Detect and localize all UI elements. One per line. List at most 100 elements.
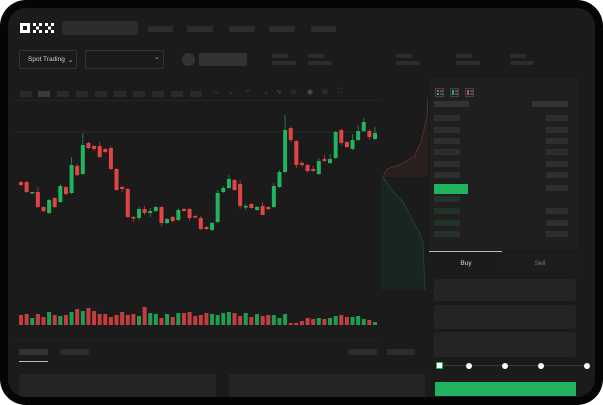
- candle-body: [367, 131, 372, 137]
- volume-bar: [350, 317, 355, 325]
- orderbook-price[interactable]: [434, 208, 460, 214]
- candle-body: [238, 184, 243, 206]
- candle-body: [137, 209, 141, 218]
- orderbook-price[interactable]: [434, 172, 460, 178]
- spot-trading-dropdown[interactable]: Spot Trading ⌄: [19, 50, 77, 69]
- candle-body: [271, 186, 276, 207]
- candle-body: [226, 179, 231, 188]
- orderbook-bids-icon[interactable]: [450, 88, 459, 97]
- depth-asks-line: [382, 97, 428, 178]
- candlestick-chart[interactable]: [8, 8, 388, 338]
- timeframe-button[interactable]: [114, 91, 126, 97]
- orders-panel-right: [229, 374, 425, 397]
- timeframe-button[interactable]: [76, 91, 88, 97]
- orderbook-price[interactable]: [434, 196, 460, 202]
- volume-bar: [187, 312, 192, 325]
- line-icon[interactable]: ∿: [276, 89, 282, 96]
- sell-tab[interactable]: Sell: [503, 252, 577, 274]
- candle-body: [75, 166, 80, 175]
- volume-bar: [232, 313, 237, 325]
- orderbook-amount: [546, 115, 568, 121]
- stat-value: [308, 61, 332, 65]
- slider-stop-50[interactable]: [502, 363, 508, 369]
- fullscreen-icon[interactable]: ⛶: [338, 88, 343, 95]
- orderbook-price[interactable]: [434, 220, 460, 226]
- volume-bar: [221, 313, 226, 325]
- settings-icon[interactable]: ⊙: [322, 89, 328, 96]
- nav-item[interactable]: [187, 26, 213, 32]
- candle-body: [58, 186, 63, 202]
- candle-body: [305, 165, 310, 171]
- slider-stop-100[interactable]: [584, 363, 590, 369]
- chevron-down-icon[interactable]: ⌄: [228, 89, 234, 96]
- tab-order-history[interactable]: [60, 349, 89, 355]
- coin-icon: [182, 53, 195, 66]
- volume-bar: [24, 314, 29, 325]
- candle-body: [294, 141, 299, 165]
- stat-label: [510, 54, 526, 58]
- filter-button[interactable]: [348, 349, 377, 355]
- indicator-icon[interactable]: 〰: [212, 90, 219, 97]
- orderbook-asks-icon[interactable]: [465, 88, 474, 97]
- timeframe-button[interactable]: [190, 91, 202, 97]
- timeframe-button[interactable]: [20, 91, 32, 97]
- orderbook-price[interactable]: [434, 127, 460, 133]
- volume-bar: [131, 314, 136, 325]
- volume-bar: [339, 315, 344, 325]
- slider-stop-25[interactable]: [466, 363, 472, 369]
- volume-bar: [316, 318, 321, 325]
- candle-body: [92, 146, 97, 149]
- nav-item[interactable]: [148, 26, 173, 32]
- chevron-down-icon[interactable]: ⌄: [263, 89, 269, 96]
- volume-bar: [288, 323, 293, 325]
- draw-tool-icon[interactable]: ⌐: [246, 88, 251, 95]
- orderbook-price[interactable]: [434, 149, 460, 155]
- slider-stop-75[interactable]: [538, 363, 544, 369]
- more-button[interactable]: [387, 349, 415, 355]
- orderbook-price[interactable]: [434, 161, 460, 167]
- nav-item[interactable]: [229, 26, 255, 32]
- candle-body: [356, 131, 361, 140]
- nav-item[interactable]: [311, 26, 336, 32]
- volume-bar: [52, 315, 57, 325]
- slider-handle[interactable]: [436, 362, 443, 369]
- volume-bar: [92, 311, 97, 325]
- timeframe-button[interactable]: [152, 91, 164, 97]
- nav-item[interactable]: [269, 26, 295, 32]
- candle-body: [288, 128, 293, 140]
- buy-tab[interactable]: Buy: [429, 252, 503, 274]
- orderbook-price[interactable]: [434, 115, 460, 121]
- timeframe-button-active[interactable]: [38, 91, 50, 97]
- total-input[interactable]: [434, 332, 576, 357]
- amount-input[interactable]: [434, 305, 576, 329]
- header-search-placeholder[interactable]: [62, 21, 138, 35]
- timeframe-button[interactable]: [95, 91, 107, 97]
- candle-body: [350, 140, 355, 149]
- timeframe-button[interactable]: [171, 91, 183, 97]
- orderbook-both-icon[interactable]: [435, 88, 444, 97]
- timeframe-button[interactable]: [133, 91, 145, 97]
- ruler-icon[interactable]: ◇: [291, 89, 297, 96]
- candle-body: [142, 209, 147, 213]
- orderbook-price[interactable]: [434, 138, 460, 144]
- stat-label: [456, 54, 472, 58]
- buy-submit-button[interactable]: [435, 382, 576, 396]
- timeframe-button[interactable]: [57, 91, 69, 97]
- candle-body: [328, 159, 333, 163]
- tab-open-orders[interactable]: [19, 349, 48, 355]
- orderbook-view-toggle[interactable]: [435, 88, 475, 97]
- okx-logo[interactable]: [20, 22, 58, 34]
- camera-icon[interactable]: ◉: [307, 89, 314, 96]
- candle-body: [361, 122, 366, 131]
- orderbook-price[interactable]: [434, 231, 460, 237]
- candle-body: [232, 180, 237, 190]
- candle-body: [108, 148, 113, 169]
- orderbook-amount: [546, 127, 568, 133]
- pair-dropdown[interactable]: ⌄: [85, 50, 164, 69]
- candle-body: [35, 192, 40, 207]
- candle-body: [260, 206, 265, 215]
- volume-bar: [148, 313, 153, 325]
- amount-slider-track[interactable]: [439, 365, 587, 366]
- volume-bar: [69, 312, 74, 325]
- price-input[interactable]: [434, 279, 576, 301]
